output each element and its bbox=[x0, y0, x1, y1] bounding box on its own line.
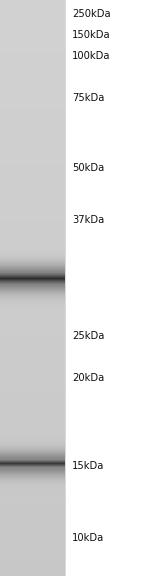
Text: 150kDa: 150kDa bbox=[72, 30, 111, 40]
Bar bbox=[65, 0, 150, 576]
Text: 25kDa: 25kDa bbox=[72, 331, 104, 341]
Text: 100kDa: 100kDa bbox=[72, 51, 111, 61]
Text: 50kDa: 50kDa bbox=[72, 163, 104, 173]
Text: 250kDa: 250kDa bbox=[72, 9, 111, 19]
Text: 10kDa: 10kDa bbox=[72, 533, 104, 543]
Text: 15kDa: 15kDa bbox=[72, 461, 104, 471]
Text: 20kDa: 20kDa bbox=[72, 373, 104, 383]
Text: 37kDa: 37kDa bbox=[72, 215, 104, 225]
Text: 75kDa: 75kDa bbox=[72, 93, 104, 103]
